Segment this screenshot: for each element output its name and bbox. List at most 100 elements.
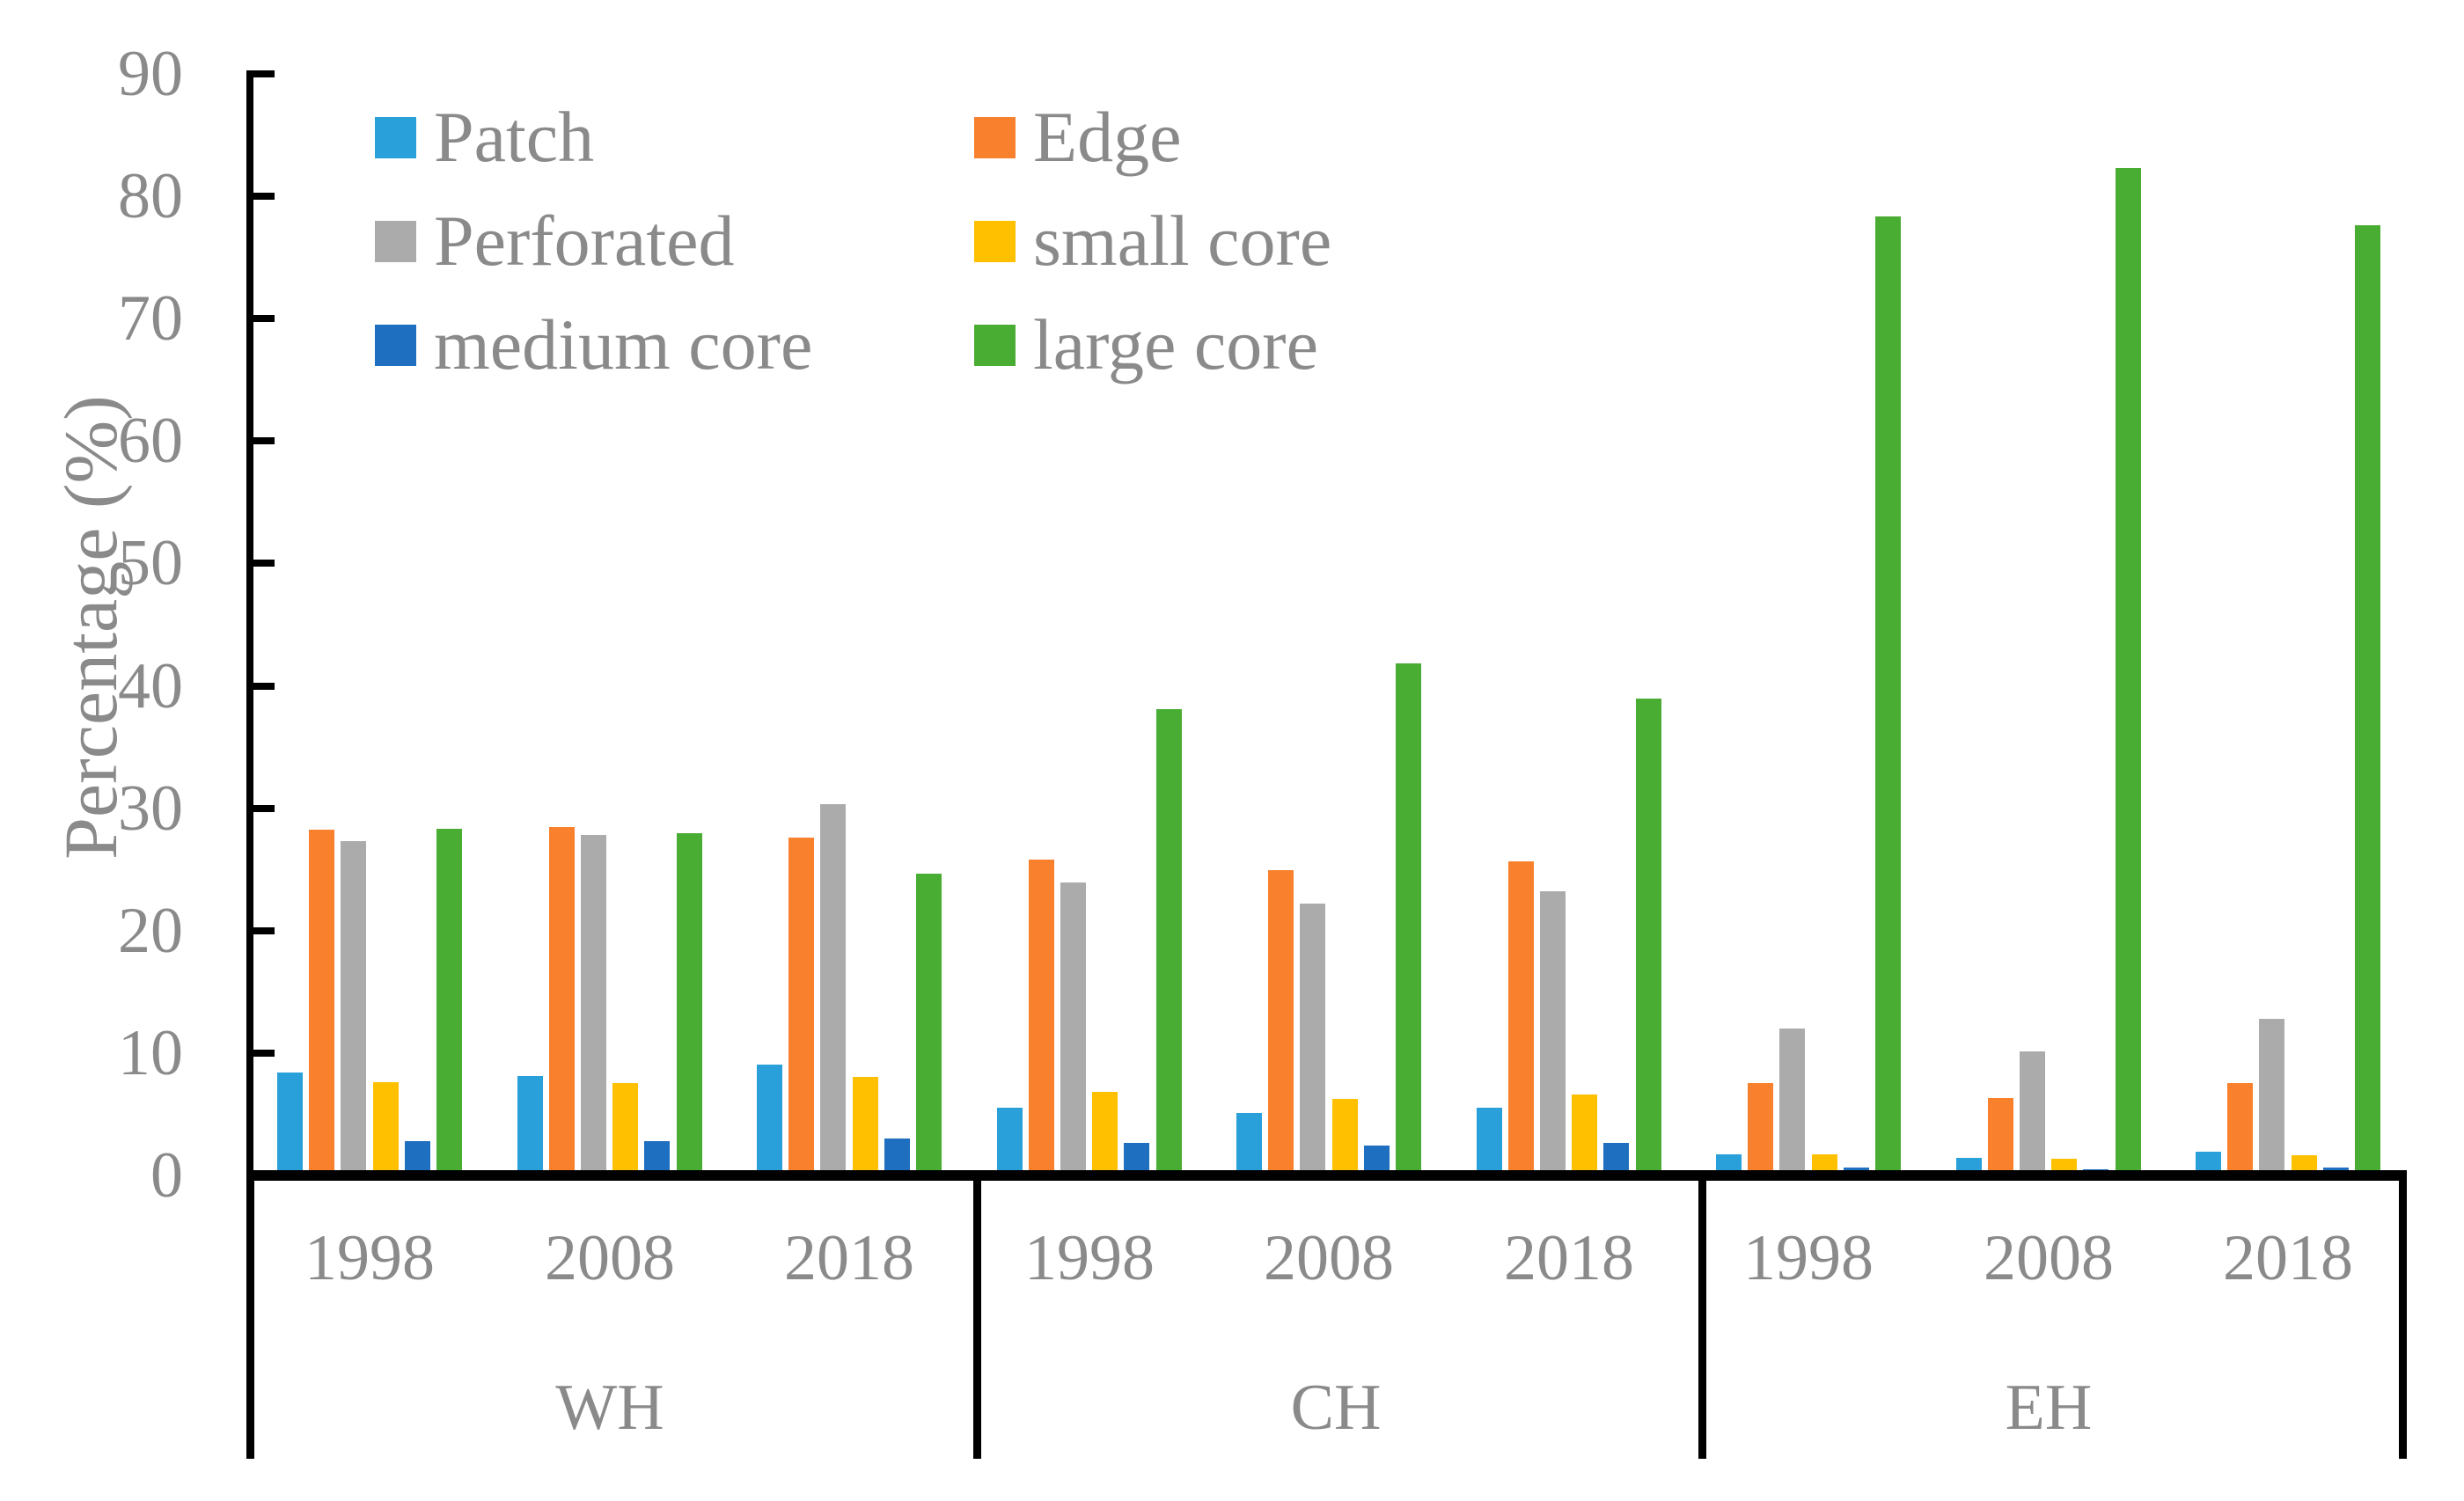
y-tick	[253, 927, 275, 934]
group-label-EH: EH	[2005, 1372, 2093, 1444]
bar-WH-2018-Edge	[788, 838, 814, 1170]
bar-WH-2008-medium-core	[644, 1141, 670, 1170]
bar-EH-2008-medium-core	[2083, 1169, 2108, 1170]
y-tick	[253, 805, 275, 812]
bar-EH-2008-large-core	[2116, 168, 2141, 1170]
bar-CH-2008-Perforated	[1300, 904, 1325, 1170]
bar-CH-2018-small-core	[1572, 1095, 1597, 1170]
legend-item-Patch: Patch	[375, 96, 594, 179]
bar-WH-1998-Patch	[277, 1073, 303, 1170]
bar-WH-1998-large-core	[436, 829, 462, 1170]
year-label-WH-2008: 2008	[545, 1222, 675, 1294]
legend-swatch-Perforated	[375, 220, 416, 262]
bar-WH-1998-medium-core	[405, 1141, 430, 1170]
y-tick-label: 30	[118, 772, 183, 845]
table-divider-3	[2399, 1170, 2407, 1459]
bar-CH-2018-Perforated	[1540, 891, 1566, 1170]
bar-EH-1998-large-core	[1875, 216, 1901, 1170]
year-label-EH-1998: 1998	[1743, 1222, 1874, 1294]
legend-item-large-core: large core	[974, 304, 1318, 386]
year-label-EH-2008: 2008	[1984, 1222, 2114, 1294]
bar-CH-1998-medium-core	[1124, 1143, 1149, 1170]
bar-CH-2008-large-core	[1396, 663, 1421, 1170]
legend-item-small-core: small core	[974, 200, 1331, 282]
bar-WH-2018-Perforated	[820, 804, 846, 1170]
y-tick-label: 90	[118, 38, 183, 110]
y-tick	[253, 437, 275, 444]
bar-EH-2008-Edge	[1988, 1098, 2013, 1170]
bar-WH-2008-large-core	[677, 833, 702, 1170]
bar-EH-1998-Perforated	[1779, 1029, 1805, 1170]
y-tick-label: 80	[118, 160, 183, 232]
bar-EH-2018-Patch	[2196, 1152, 2221, 1170]
legend-item-Edge: Edge	[974, 96, 1181, 179]
bar-EH-1998-Edge	[1748, 1083, 1773, 1170]
legend-item-Perforated: Perforated	[375, 200, 735, 282]
bar-EH-2018-small-core	[2292, 1155, 2317, 1170]
bar-WH-2008-Edge	[549, 827, 575, 1170]
y-tick-label: 50	[118, 527, 183, 599]
year-label-WH-2018: 2018	[784, 1222, 914, 1294]
y-tick-label: 20	[118, 895, 183, 967]
y-tick-label: 0	[150, 1139, 183, 1212]
bar-CH-1998-Patch	[997, 1108, 1023, 1170]
legend-label: Perforated	[434, 201, 735, 281]
bar-CH-1998-Perforated	[1060, 882, 1086, 1170]
table-divider-2	[1698, 1170, 1706, 1459]
legend-label: small core	[1033, 201, 1332, 281]
bar-CH-2018-Edge	[1508, 861, 1534, 1170]
y-tick-label: 40	[118, 650, 183, 722]
year-label-CH-2008: 2008	[1264, 1222, 1394, 1294]
y-tick-label: 60	[118, 405, 183, 477]
x-axis-line	[246, 1170, 2406, 1181]
bar-EH-2008-Patch	[1956, 1158, 1982, 1170]
year-label-WH-1998: 1998	[304, 1222, 435, 1294]
y-tick	[253, 683, 275, 690]
bar-WH-2008-Perforated	[581, 835, 606, 1170]
bar-EH-2018-medium-core	[2323, 1168, 2349, 1170]
table-divider-1	[973, 1170, 981, 1459]
bar-EH-2008-Perforated	[2020, 1051, 2045, 1170]
legend-swatch-medium-core	[375, 324, 416, 366]
year-label-CH-1998: 1998	[1024, 1222, 1155, 1294]
legend-swatch-large-core	[974, 324, 1016, 366]
bar-WH-2008-Patch	[517, 1076, 543, 1170]
bar-CH-2018-medium-core	[1603, 1143, 1629, 1170]
y-axis-line	[246, 70, 253, 1181]
legend-swatch-Edge	[974, 116, 1016, 158]
y-tick-label: 10	[118, 1017, 183, 1089]
bar-EH-1998-medium-core	[1844, 1168, 1869, 1170]
legend-item-medium-core: medium core	[375, 304, 812, 386]
bar-CH-2018-Patch	[1477, 1108, 1502, 1170]
bar-WH-2018-large-core	[916, 874, 942, 1170]
bar-CH-2008-small-core	[1332, 1099, 1358, 1170]
bar-WH-2018-Patch	[757, 1065, 782, 1170]
legend-label: large core	[1033, 304, 1318, 384]
table-divider-0	[246, 1170, 254, 1459]
bar-WH-2018-small-core	[853, 1077, 878, 1170]
bar-CH-2008-Edge	[1268, 870, 1294, 1170]
bar-EH-2008-small-core	[2051, 1159, 2077, 1170]
bar-EH-2018-Edge	[2227, 1083, 2253, 1170]
legend-swatch-Patch	[375, 116, 416, 158]
year-label-EH-2018: 2018	[2223, 1222, 2353, 1294]
bar-EH-2018-Perforated	[2259, 1019, 2284, 1170]
bar-WH-1998-Perforated	[341, 841, 366, 1170]
legend-swatch-small-core	[974, 220, 1016, 262]
bar-WH-2018-medium-core	[884, 1139, 910, 1170]
legend-label: Edge	[1033, 97, 1182, 177]
bar-CH-1998-small-core	[1092, 1092, 1118, 1170]
legend-label: medium core	[434, 304, 813, 384]
y-tick	[253, 193, 275, 200]
bar-CH-1998-Edge	[1029, 860, 1054, 1170]
legend-label: Patch	[434, 97, 595, 177]
bar-WH-1998-small-core	[373, 1082, 399, 1170]
bar-CH-1998-large-core	[1156, 709, 1182, 1170]
bar-EH-1998-small-core	[1812, 1154, 1837, 1170]
y-tick	[253, 1050, 275, 1057]
bar-CH-2008-Patch	[1236, 1113, 1262, 1170]
bar-CH-2018-large-core	[1636, 699, 1661, 1170]
year-label-CH-2018: 2018	[1504, 1222, 1634, 1294]
y-tick	[253, 70, 275, 77]
